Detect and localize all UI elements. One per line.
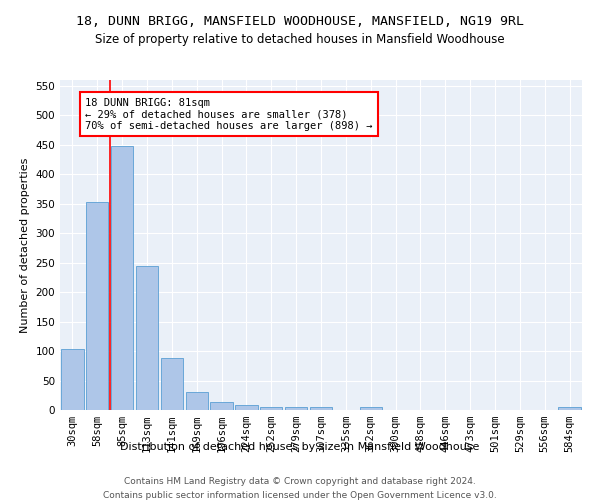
Text: Contains HM Land Registry data © Crown copyright and database right 2024.: Contains HM Land Registry data © Crown c… (124, 478, 476, 486)
Text: 18 DUNN BRIGG: 81sqm
← 29% of detached houses are smaller (378)
70% of semi-deta: 18 DUNN BRIGG: 81sqm ← 29% of detached h… (85, 98, 373, 131)
Bar (211, 402, 233, 410)
Text: Distribution of detached houses by size in Mansfield Woodhouse: Distribution of detached houses by size … (121, 442, 479, 452)
Bar (136, 266, 158, 410)
Bar (185, 392, 208, 410)
Bar (559, 407, 581, 410)
Bar (235, 404, 257, 410)
Bar (285, 407, 307, 410)
Text: Size of property relative to detached houses in Mansfield Woodhouse: Size of property relative to detached ho… (95, 32, 505, 46)
Bar (111, 146, 133, 410)
Bar (161, 358, 183, 410)
Bar (359, 407, 382, 410)
Bar (86, 202, 109, 410)
Bar (310, 407, 332, 410)
Text: 18, DUNN BRIGG, MANSFIELD WOODHOUSE, MANSFIELD, NG19 9RL: 18, DUNN BRIGG, MANSFIELD WOODHOUSE, MAN… (76, 15, 524, 28)
Bar (260, 407, 283, 410)
Bar (61, 350, 83, 410)
Y-axis label: Number of detached properties: Number of detached properties (20, 158, 30, 332)
Text: Contains public sector information licensed under the Open Government Licence v3: Contains public sector information licen… (103, 491, 497, 500)
